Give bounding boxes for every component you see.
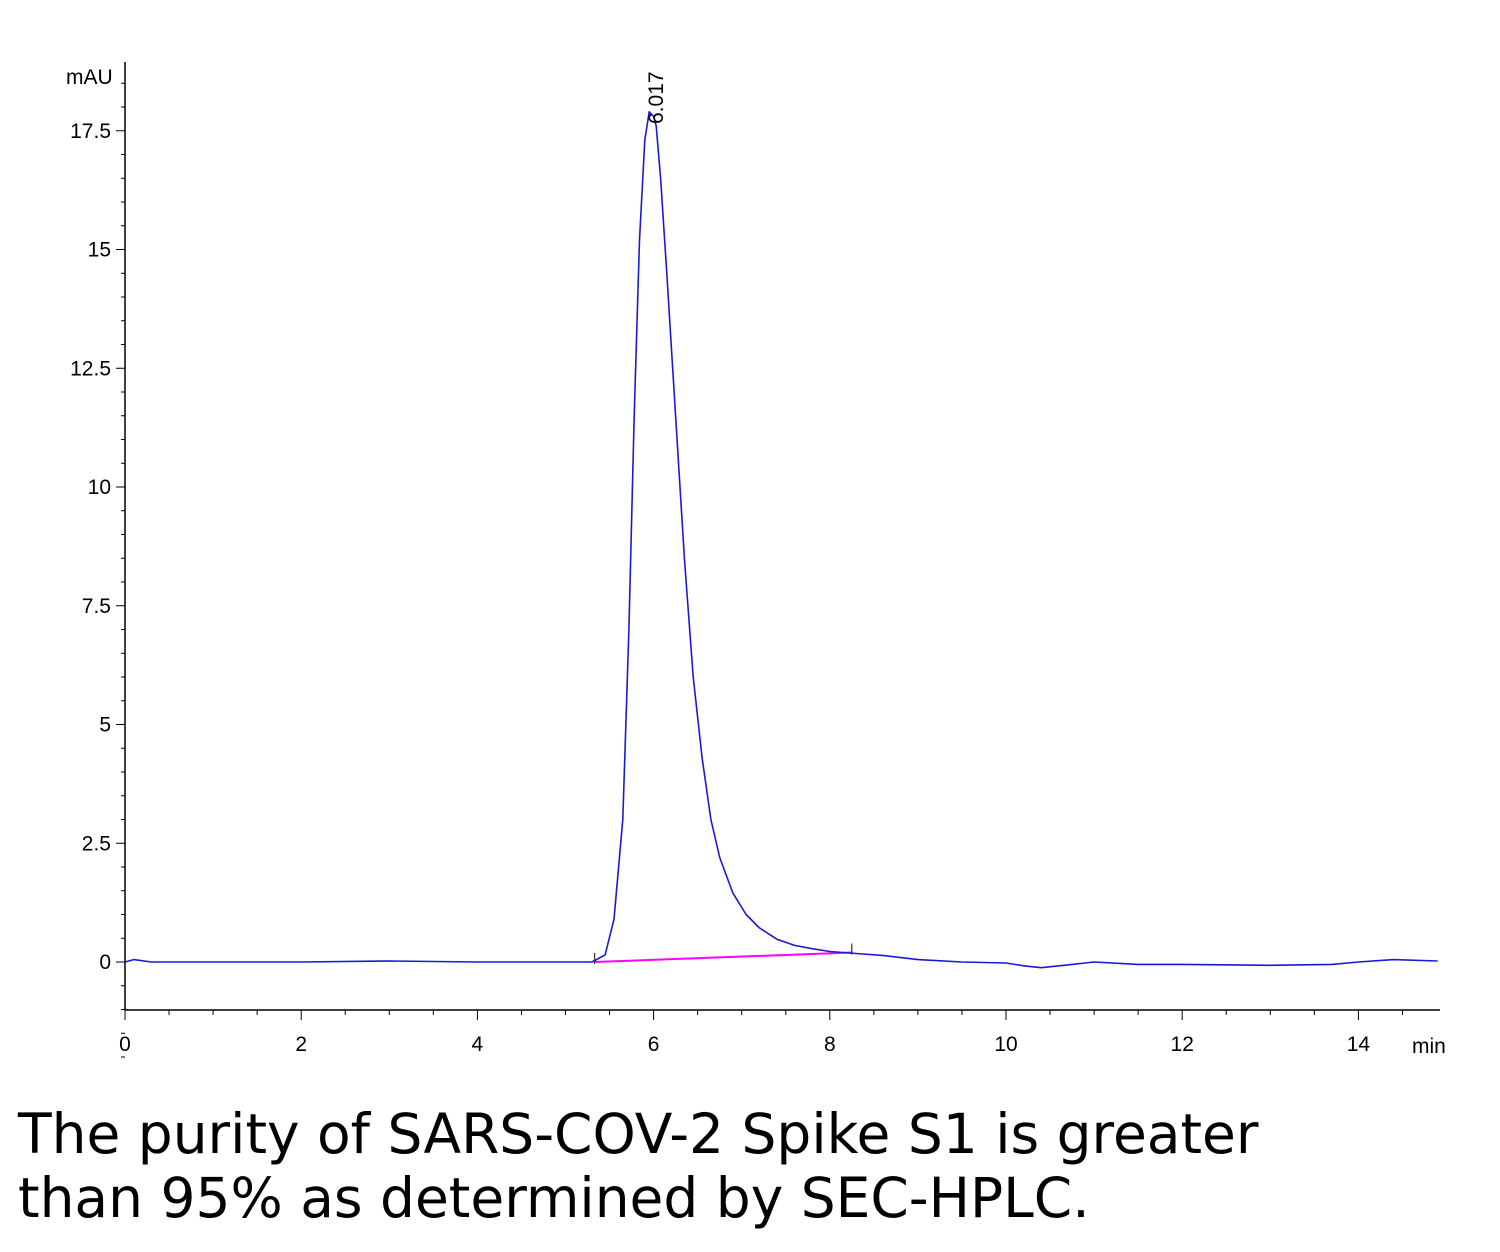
x-tick-label: 2 <box>295 1033 307 1056</box>
x-axis: 0 2 4 6 8 10 12 14 <box>119 1009 1440 1056</box>
y-axis: 0 2.5 5 7.5 10 12.5 15 17.5 <box>70 62 126 1058</box>
caption-line-2: than 95% as determined by SEC-HPLC. <box>18 1166 1090 1230</box>
y-tick-label: 0 <box>99 951 111 974</box>
caption: The purity of SARS-COV-2 Spike S1 is gre… <box>18 1102 1478 1230</box>
signal-trace <box>124 111 1438 969</box>
x-tick-label: 10 <box>994 1033 1017 1056</box>
x-axis-label: min <box>1412 1035 1446 1058</box>
y-tick-label: 15 <box>88 239 111 262</box>
x-tick-label: 4 <box>472 1033 484 1056</box>
chromatogram-chart: 0 2.5 5 7.5 10 12.5 15 17.5 0 2 4 6 8 10 12 14 mAU min… <box>66 62 1446 1058</box>
y-tick-label: 12.5 <box>70 357 111 380</box>
y-axis-label: mAU <box>66 66 113 89</box>
caption-line-1: The purity of SARS-COV-2 Spike S1 is gre… <box>18 1102 1259 1166</box>
y-tick-label: 7.5 <box>82 595 111 618</box>
y-tick-label: 5 <box>99 714 111 737</box>
x-tick-label: 14 <box>1347 1033 1371 1056</box>
integration-baseline <box>594 951 852 963</box>
x-tick-label: 12 <box>1171 1033 1194 1056</box>
y-tick-label: 17.5 <box>70 120 111 143</box>
peak-retention-label: 6.017 <box>645 71 668 124</box>
y-tick-label: 2.5 <box>82 832 111 855</box>
x-tick-label: 6 <box>648 1033 660 1056</box>
x-tick-label: 8 <box>824 1033 836 1056</box>
x-tick-label: 0 <box>119 1033 131 1056</box>
y-tick-label: 10 <box>88 476 111 499</box>
